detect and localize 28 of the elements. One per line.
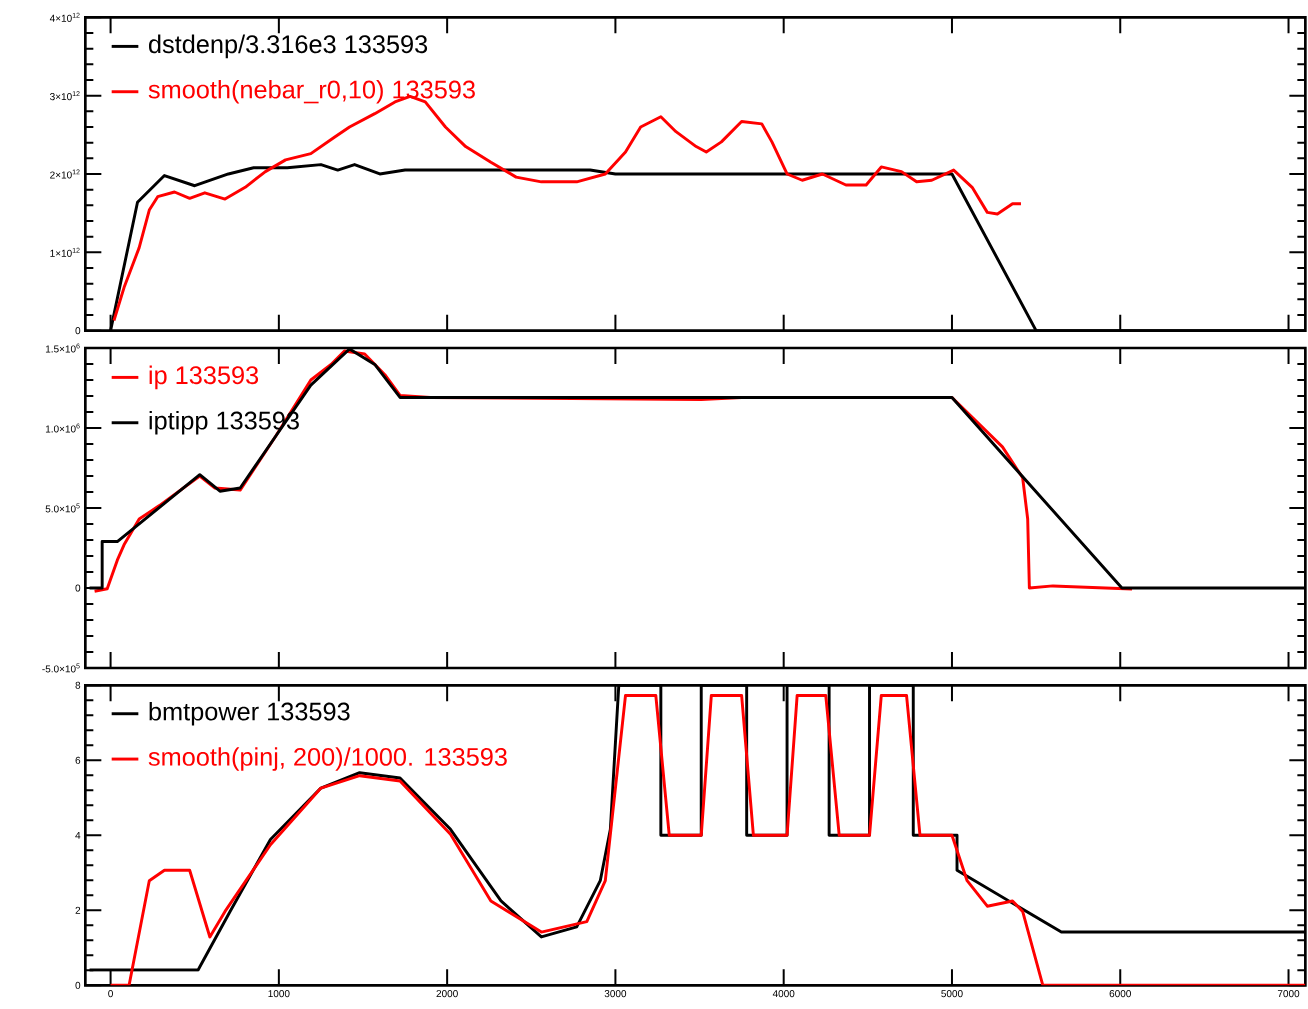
legend-label: ip 133593 [149, 365, 259, 390]
y-tick-label: -5.0×10$^{5}$ [42, 663, 80, 673]
y-tick-label: 1.0×10$^{6}$ [45, 423, 80, 433]
y-tick-label: 2 [75, 906, 81, 914]
y-tick-label: 0 [75, 981, 81, 989]
x-tick-label: 3000 [604, 989, 627, 997]
y-tick-label: 3×10$^{12}$ [50, 90, 80, 101]
legend-label: bmtpower 133593 [149, 701, 350, 726]
y-tick-label: 0 [75, 584, 81, 592]
legend-label: smooth(pinj, 200)/1000. 133593 [148, 747, 507, 771]
x-tick-label: 4000 [772, 989, 795, 997]
y-tick-label: 4 [75, 831, 81, 839]
y-tick-label: 1×10$^{12}$ [50, 247, 80, 257]
x-tick-label: 1000 [268, 989, 290, 997]
y-tick-label: 6 [75, 756, 81, 764]
y-tick-label: 2×10$^{12}$ [50, 169, 80, 179]
y-tick-label: 1.5×10$^{6}$ [45, 343, 80, 353]
legend-label: smooth(nebar_r0,10) 133593 [148, 79, 475, 104]
y-tick-label: 4×10$^{12}$ [49, 12, 80, 22]
y-tick-label: 8 [75, 681, 81, 689]
x-tick-label: 5000 [941, 989, 963, 997]
y-tick-label: 5.0×10$^{5}$ [45, 503, 80, 513]
y-tick-label: 0 [75, 326, 81, 335]
x-tick-label: 6000 [1109, 989, 1131, 997]
x-tick-label: 2000 [436, 989, 458, 997]
x-tick-label: 7000 [1277, 989, 1300, 997]
legend-label: dstdenp/3.316e3 133593 [149, 34, 428, 59]
x-tick-label: 0 [108, 989, 113, 997]
